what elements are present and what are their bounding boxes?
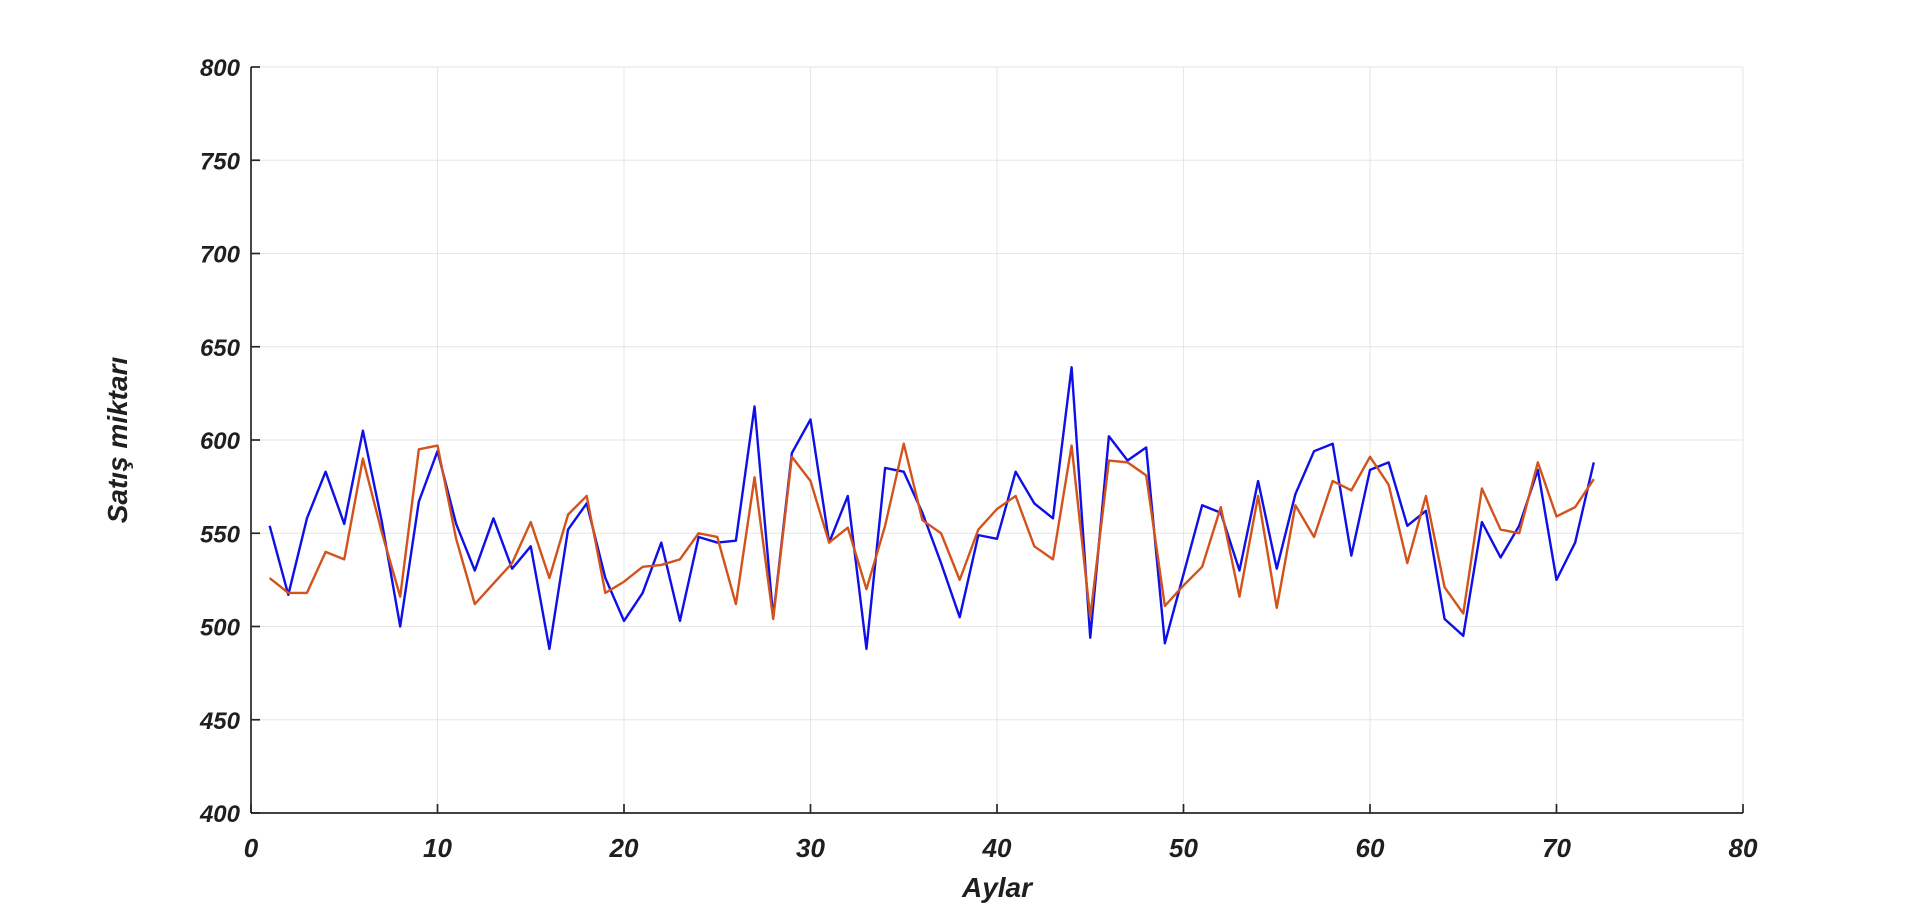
tick-marks [250,66,1744,814]
x-tick-label: 60 [1356,833,1385,863]
x-tick-label: 10 [423,833,452,863]
y-tick-label: 400 [199,801,241,828]
x-tick-label: 0 [244,833,259,863]
x-tick-label: 30 [796,833,825,863]
data-series [268,366,1595,651]
y-tick-label: 650 [200,335,241,362]
y-tick-label: 450 [199,708,241,735]
x-tick-label: 50 [1169,833,1198,863]
x-tick-label: 40 [982,833,1012,863]
y-axis-label: Satış miktarı [102,357,133,524]
series-blue-line [268,366,1595,651]
x-tick-label: 70 [1542,833,1571,863]
y-tick-label: 600 [200,428,241,455]
y-tick-label: 550 [200,521,241,548]
tick-labels: 0 10 20 30 40 50 60 70 80 400 450 500 550 600 650 700 75… [199,55,1758,863]
x-tick-label: 80 [1729,833,1758,863]
y-tick-label: 500 [200,615,241,642]
x-axis-label: Aylar [961,872,1034,903]
y-tick-label: 700 [200,242,241,269]
series-orange-line [268,442,1595,621]
y-tick-label: 750 [200,148,241,175]
y-tick-label: 800 [200,55,241,82]
x-tick-label: 20 [609,833,639,863]
grid-lines [251,66,1744,813]
